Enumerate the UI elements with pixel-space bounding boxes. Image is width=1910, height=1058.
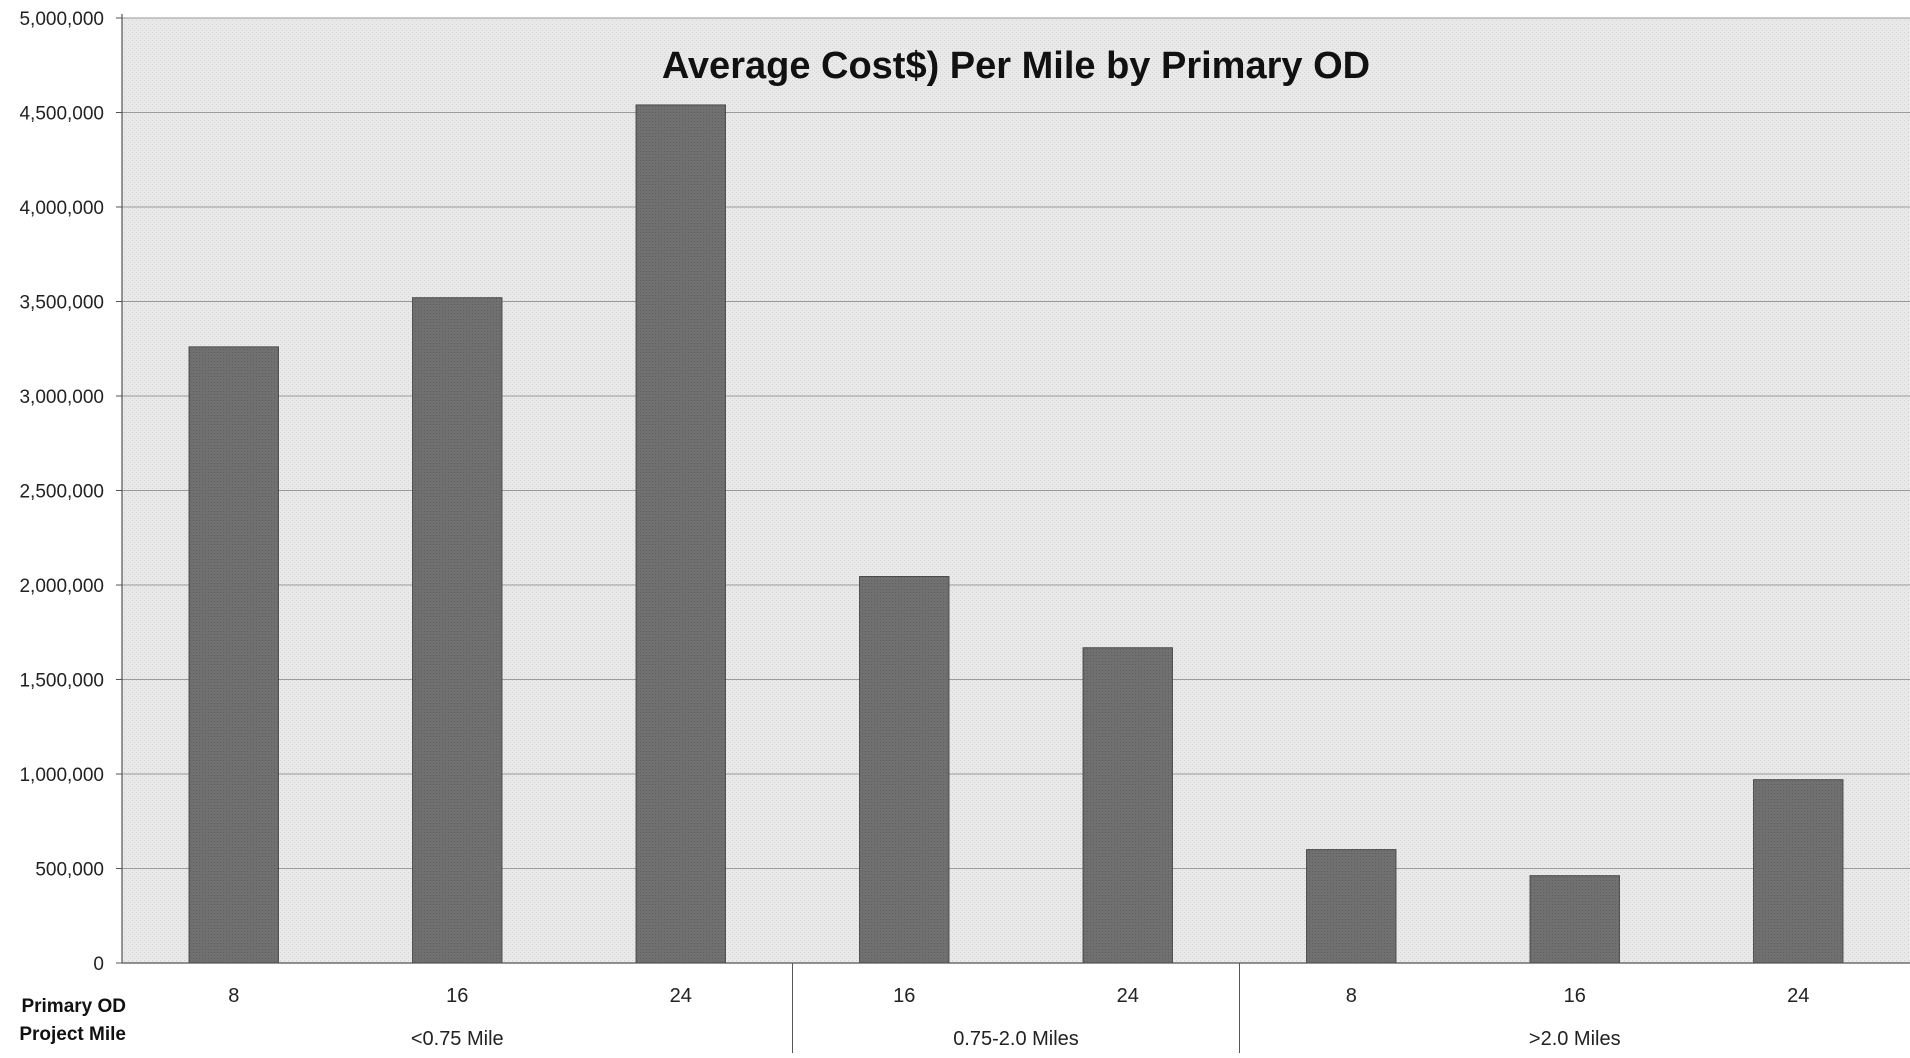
y-tick-labels: 0 500,000 1,000,000 1,500,000 2,000,000 2,500…	[19, 9, 104, 975]
x-tick-label: 8	[228, 985, 239, 1007]
x-tick-label: 16	[893, 985, 915, 1007]
y-tick-label: 2,000,000	[19, 576, 104, 597]
y-tick-label: 0	[93, 954, 104, 975]
y-tick-label: 4,500,000	[19, 104, 104, 125]
bars	[188, 104, 1844, 964]
row-label-primary-od: Primary OD	[21, 996, 126, 1017]
x-tick-label: 24	[670, 985, 692, 1007]
bar	[1529, 875, 1620, 964]
group-label: >2.0 Miles	[1529, 1028, 1621, 1050]
y-tick-label: 4,000,000	[19, 198, 104, 219]
y-tick-label: 3,000,000	[19, 387, 104, 408]
y-tick-label: 1,500,000	[19, 671, 104, 692]
chart-title: Average Cost$) Per Mile by Primary OD	[662, 45, 1370, 87]
bar	[1082, 647, 1173, 964]
y-tick-label: 3,500,000	[19, 293, 104, 314]
bar	[859, 575, 950, 964]
x-tick-label: 24	[1117, 985, 1139, 1007]
group-label: 0.75-2.0 Miles	[953, 1028, 1079, 1050]
bar	[1306, 849, 1397, 964]
bar	[635, 104, 726, 964]
y-tick-label: 2,500,000	[19, 482, 104, 503]
x-tick-labels: 8 16 24 16 24 8 16 24	[228, 985, 1809, 1007]
y-tick-label: 500,000	[35, 860, 104, 881]
group-labels: <0.75 Mile 0.75-2.0 Miles >2.0 Miles	[411, 1028, 1621, 1050]
y-tick-label: 5,000,000	[19, 9, 104, 30]
x-tick-label: 8	[1346, 985, 1357, 1007]
row-label-project-mile: Project Mile	[19, 1024, 126, 1045]
y-tick-label: 1,000,000	[19, 765, 104, 786]
axes	[116, 14, 1910, 1053]
x-tick-label: 16	[446, 985, 468, 1007]
bar	[412, 297, 503, 964]
x-tick-label: 16	[1564, 985, 1586, 1007]
bar	[1753, 779, 1844, 964]
x-tick-label: 24	[1787, 985, 1809, 1007]
bar	[188, 346, 279, 964]
group-label: <0.75 Mile	[411, 1028, 504, 1050]
